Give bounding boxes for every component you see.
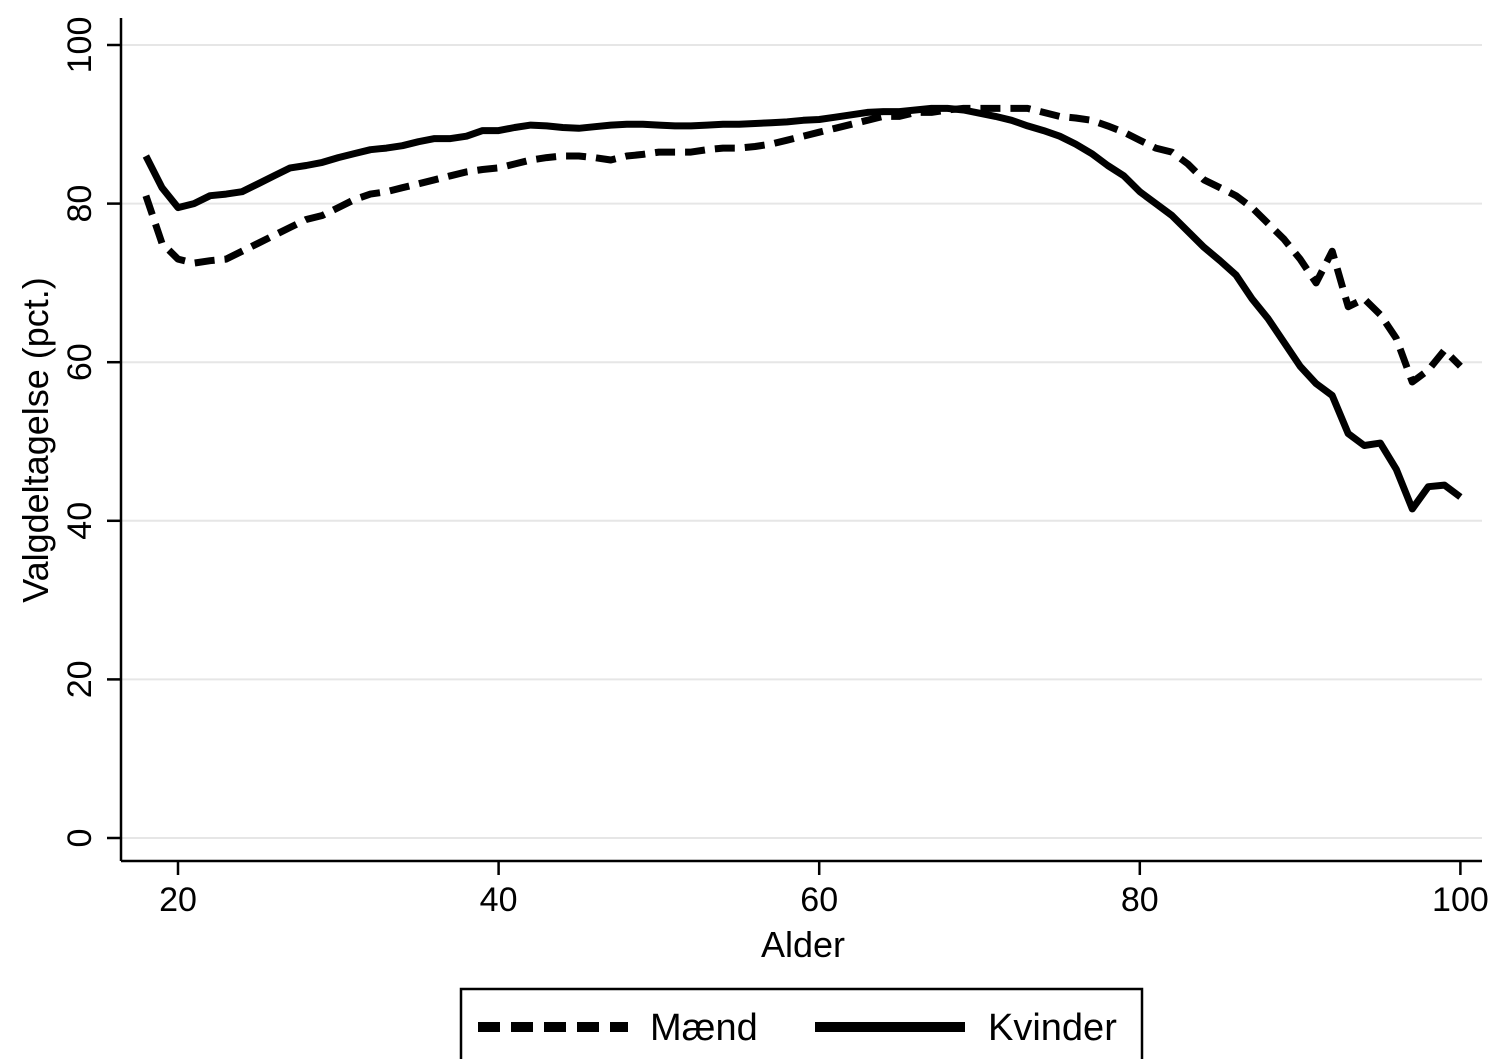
- y-tick-label: 80: [61, 185, 99, 223]
- legend-label-kvinder: Kvinder: [988, 1007, 1117, 1049]
- series-line-kvinder: [142, 104, 1463, 513]
- x-tick-label: 100: [1432, 881, 1489, 919]
- legend-box: [459, 987, 1144, 1059]
- x-tick-label: 40: [480, 881, 518, 919]
- series-lines: [142, 104, 1463, 513]
- x-axis-title: Alder: [761, 924, 845, 965]
- series-line-maend: [142, 104, 1463, 386]
- y-axis-title: Valgdeltagelse (pct.): [15, 277, 56, 603]
- y-tick-label: 60: [61, 343, 99, 381]
- legend-label-maend: Mænd: [650, 1007, 758, 1049]
- x-tick-label: 60: [800, 881, 838, 919]
- y-tick-label: 0: [61, 829, 99, 848]
- y-tick-label: 40: [61, 502, 99, 540]
- tick-labels: 0 20 40 60 80 100 20 40 60 80 100: [61, 17, 1489, 919]
- axes: [107, 18, 1482, 875]
- x-tick-label: 20: [159, 881, 197, 919]
- y-tick-label: 100: [61, 17, 99, 74]
- y-tick-label: 20: [61, 660, 99, 698]
- legend: Mænd Kvinder: [459, 987, 1144, 1059]
- x-tick-label: 80: [1121, 881, 1159, 919]
